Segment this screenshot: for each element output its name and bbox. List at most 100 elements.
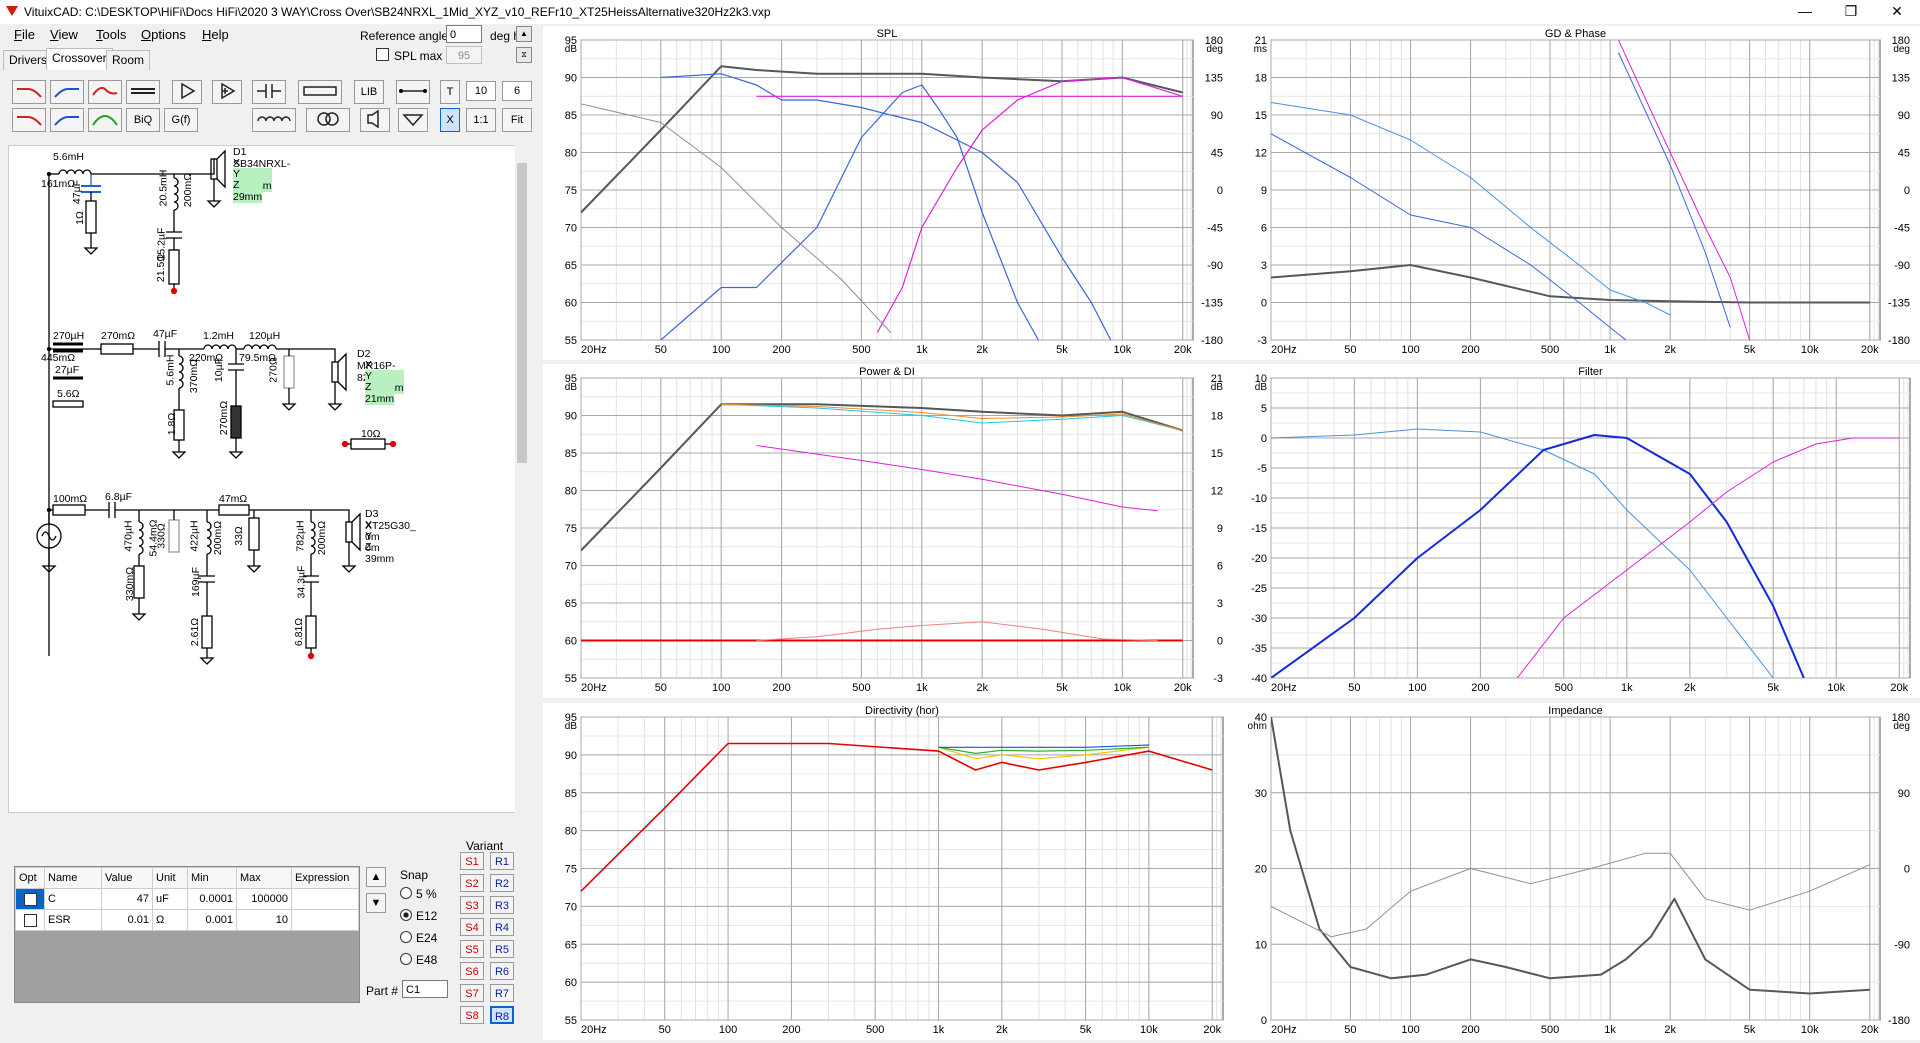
variant-r5-button[interactable]: R5 [490,940,514,958]
param-value[interactable]: 0.01 [101,909,153,931]
capacitor-button[interactable] [252,80,286,104]
variant-r6-button[interactable]: R6 [490,962,514,980]
chart-svg: 95 90 85 80 75 70 65 60 55 dB 20Hz 50 100 200 500 1k 2k 5… [565,705,1224,1036]
summing-icon [221,82,236,100]
wire-button[interactable] [396,80,430,104]
move-down-button[interactable]: ▼ [366,893,386,913]
param-min[interactable]: 0.001 [187,909,237,931]
menu-file[interactable]: File [14,27,35,42]
param-max[interactable]: 100000 [236,888,292,910]
y2-tick-label: 0 [1904,864,1910,876]
allpass-1-button[interactable] [88,80,122,104]
chart-svg: 21 18 15 12 9 6 3 0 -3 ms 180 135 90 45 0 -45 -90 -135 -18… [1254,28,1910,356]
buffer-button[interactable] [172,80,202,104]
driver-button[interactable] [360,108,390,132]
param-max[interactable]: 10 [236,909,292,931]
param-expression[interactable] [291,888,359,910]
y2-tick-label: 45 [1898,148,1910,160]
y2-tick-label: -90 [1894,939,1910,951]
gd-phase-chart[interactable]: 21 18 15 12 9 6 3 0 -3 ms 180 135 90 45 0 -45 -90 -135 -18… [1233,26,1920,360]
menu-help[interactable]: Help [202,27,229,42]
power-di-chart[interactable]: 95 90 85 80 75 70 65 60 55 dB 21 18 15 12 9 6 3 0 -3 dB 20Hz… [543,364,1233,698]
reference-angle-input[interactable]: 0 [446,25,482,43]
snap-option-5pct[interactable]: 5 % [400,887,437,901]
directivity-chart[interactable]: 95 90 85 80 75 70 65 60 55 dB 20Hz 50 100 200 500 1k 2k 5… [543,703,1233,1040]
param-value[interactable]: 47 [101,888,153,910]
variant-s8-button[interactable]: S8 [460,1006,484,1024]
param-expression[interactable] [291,909,359,931]
variant-r4-button[interactable]: R4 [490,918,514,936]
transformer-button[interactable] [306,108,350,132]
schematic-horizontal-scrollbar[interactable] [8,813,515,827]
tab-room[interactable]: Room [106,50,151,70]
library-button[interactable]: LIB [354,80,384,104]
variant-s4-button[interactable]: S4 [460,918,484,936]
variant-s3-button[interactable]: S3 [460,896,484,914]
ground-button[interactable] [398,108,428,132]
bandpass-button[interactable] [88,108,122,132]
lowpass-1-button[interactable] [12,80,46,104]
variant-r8-button[interactable]: R8 [490,1006,514,1024]
param-min[interactable]: 0.0001 [187,888,237,910]
opt-checkbox[interactable] [23,892,37,906]
x-tick-label: 100 [712,344,730,356]
lowpass-2-button[interactable] [12,108,46,132]
menu-options[interactable]: Options [141,27,186,42]
variant-r2-button[interactable]: R2 [490,874,514,892]
variant-r7-button[interactable]: R7 [490,984,514,1002]
part-number-input[interactable]: C1 [402,980,448,998]
zoom-1to1-button[interactable]: 1:1 [466,108,496,132]
variant-s5-button[interactable]: S5 [460,940,484,958]
inductor-button[interactable] [252,108,296,132]
spl-max-checkbox[interactable] [376,48,389,61]
filter-chart[interactable]: 10 5 0 -5 -10 -15 -20 -25 -30 -35 -40 dB 20Hz 50 100 20… [1233,364,1920,698]
move-up-button[interactable]: ▲ [366,867,386,887]
tab-crossover[interactable]: Crossover [46,48,113,70]
y2-tick-label: -3 [1213,673,1223,685]
highpass-2-button[interactable] [50,108,84,132]
variant-s1-button[interactable]: S1 [460,852,484,870]
y-tick-label: 60 [565,298,577,310]
snap-option-e48[interactable]: E48 [400,953,437,967]
highpass-1-button[interactable] [50,80,84,104]
spl-max-spin[interactable]: ⧖ [516,47,532,63]
biquad-button[interactable]: BiQ [126,108,160,132]
scroll-thumb[interactable] [517,163,527,463]
variant-r1-button[interactable]: R1 [490,852,514,870]
grid-x-input[interactable]: 10 [466,81,496,101]
opt-checkbox-cell[interactable] [15,909,45,931]
variant-s7-button[interactable]: S7 [460,984,484,1002]
maximize-button[interactable]: ❐ [1844,3,1858,19]
opt-checkbox-cell[interactable] [15,888,45,910]
spl-max-input[interactable]: 95 [446,46,482,64]
sch-label: 47mΩ [219,493,248,505]
impedance-chart[interactable]: 40 30 20 10 0 ohm 180 90 0 -90 -180 deg 20Hz 50 100 200… [1233,703,1920,1040]
variant-s6-button[interactable]: S6 [460,962,484,980]
x-tick-label: 2k [1664,344,1676,356]
menu-view[interactable]: View [50,27,78,42]
grid-y-input[interactable]: 6 [502,81,532,101]
variant-s2-button[interactable]: S2 [460,874,484,892]
snap-option-e24[interactable]: E24 [400,931,437,945]
menu-tools[interactable]: Tools [96,27,127,42]
close-button[interactable]: ✕ [1891,3,1903,19]
delete-button[interactable]: X [440,108,460,132]
schematic-vertical-scrollbar[interactable] [515,145,529,813]
table-row[interactable]: ESR 0.01 Ω 0.001 10 [15,909,359,931]
zoom-fit-button[interactable]: Fit [502,108,532,132]
summing-button[interactable] [212,80,242,104]
snap-option-e12[interactable]: E12 [400,909,437,923]
text-button[interactable]: T [440,80,460,104]
gf-button[interactable]: G(f) [164,108,198,132]
reference-angle-spin-up[interactable]: ▲ [516,26,532,42]
opt-checkbox[interactable] [23,913,37,927]
variant-r3-button[interactable]: R3 [490,896,514,914]
resistor-button[interactable] [298,80,342,104]
spl-chart[interactable]: 95 90 85 80 75 70 65 60 55 dB 180 135 90 45 0 -45 -90 -13… [543,26,1233,360]
table-row[interactable]: C 47 uF 0.0001 100000 [15,888,359,910]
crossover-schematic[interactable]: 5.6mH 161mΩ 47µF 1Ω 20.5mH 200mΩ 15.2µF … [8,145,529,813]
y2-tick-label: 12 [1211,486,1223,498]
col-header: Max [236,867,292,889]
notch-button[interactable] [126,80,160,104]
minimize-button[interactable]: — [1798,3,1812,19]
